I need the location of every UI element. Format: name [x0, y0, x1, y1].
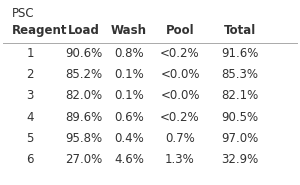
Text: 1: 1	[26, 47, 34, 60]
Text: 2: 2	[26, 68, 34, 81]
Text: 27.0%: 27.0%	[65, 153, 103, 166]
Text: 6: 6	[26, 153, 34, 166]
Text: Pool: Pool	[166, 24, 194, 37]
Text: 89.6%: 89.6%	[65, 110, 103, 124]
Text: 90.6%: 90.6%	[65, 47, 103, 60]
Text: 0.8%: 0.8%	[114, 47, 144, 60]
Text: 5: 5	[26, 132, 34, 145]
Text: 4.6%: 4.6%	[114, 153, 144, 166]
Text: Reagent: Reagent	[12, 24, 68, 37]
Text: Load: Load	[68, 24, 100, 37]
Text: 4: 4	[26, 110, 34, 124]
Text: 95.8%: 95.8%	[65, 132, 103, 145]
Text: 3: 3	[26, 89, 34, 102]
Text: <0.0%: <0.0%	[160, 68, 200, 81]
Text: 82.1%: 82.1%	[221, 89, 259, 102]
Text: 85.2%: 85.2%	[65, 68, 103, 81]
Text: 0.6%: 0.6%	[114, 110, 144, 124]
Text: <0.2%: <0.2%	[160, 110, 200, 124]
Text: <0.2%: <0.2%	[160, 47, 200, 60]
Text: Wash: Wash	[111, 24, 147, 37]
Text: 82.0%: 82.0%	[65, 89, 103, 102]
Text: 90.5%: 90.5%	[221, 110, 259, 124]
Text: 0.7%: 0.7%	[165, 132, 195, 145]
Text: 0.1%: 0.1%	[114, 68, 144, 81]
Text: 91.6%: 91.6%	[221, 47, 259, 60]
Text: 1.3%: 1.3%	[165, 153, 195, 166]
Text: PSC: PSC	[12, 7, 34, 20]
Text: 0.4%: 0.4%	[114, 132, 144, 145]
Text: <0.0%: <0.0%	[160, 89, 200, 102]
Text: 0.1%: 0.1%	[114, 89, 144, 102]
Text: 32.9%: 32.9%	[221, 153, 259, 166]
Text: 85.3%: 85.3%	[221, 68, 259, 81]
Text: 97.0%: 97.0%	[221, 132, 259, 145]
Text: Total: Total	[224, 24, 256, 37]
